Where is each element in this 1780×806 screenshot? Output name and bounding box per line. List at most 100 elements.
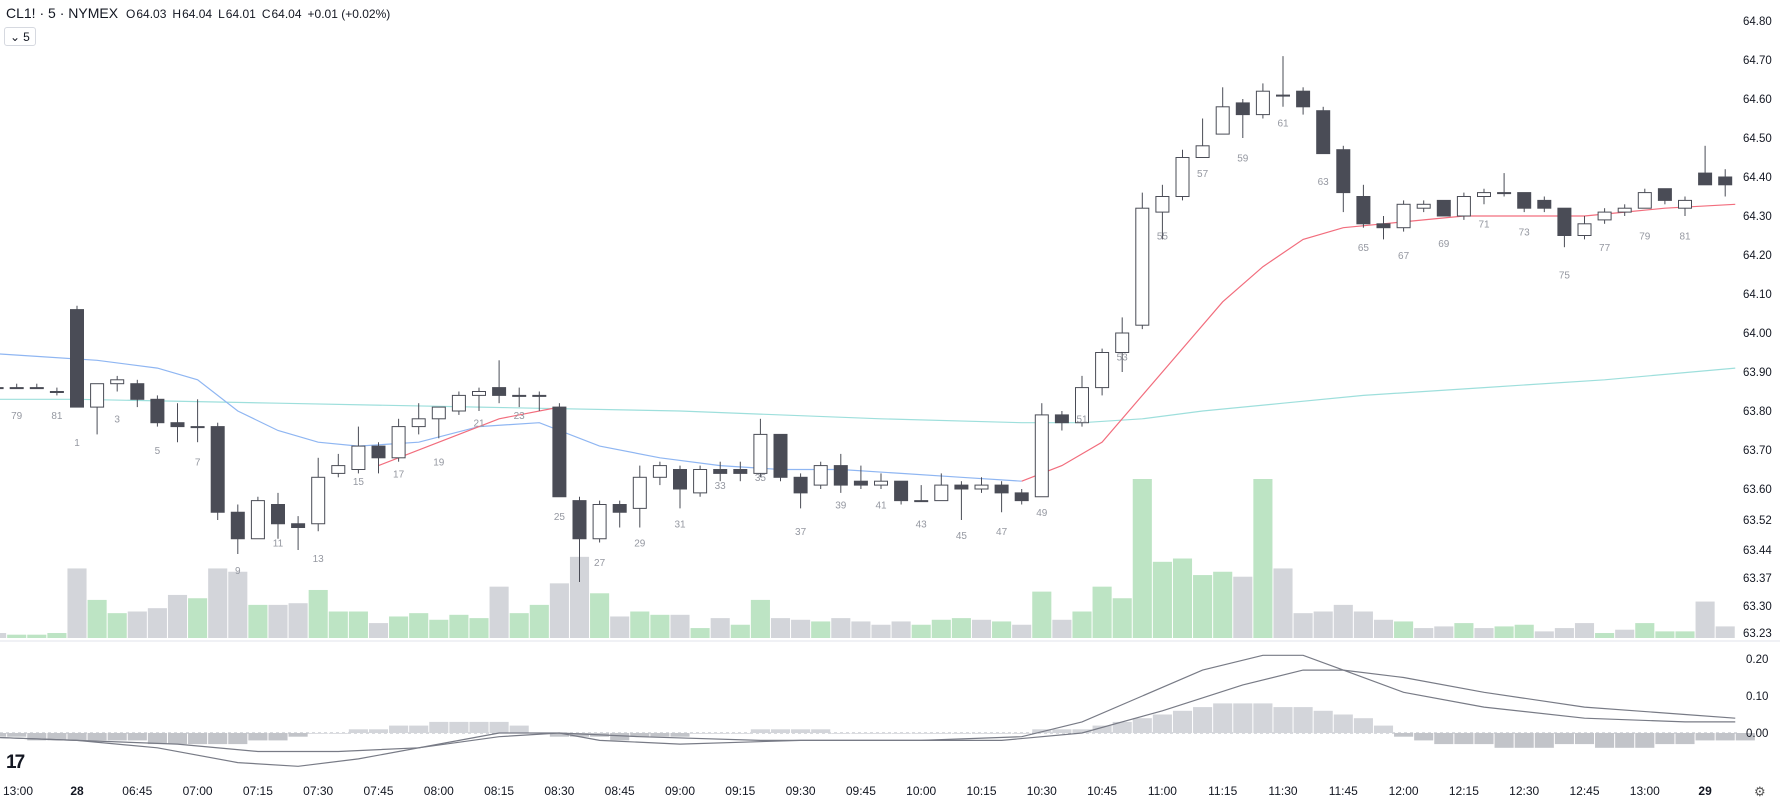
candle-body	[210, 426, 225, 513]
macd-histogram-bar	[389, 725, 409, 733]
macd-histogram-bar	[268, 733, 288, 741]
macd-histogram-bar	[248, 733, 268, 741]
candle-body	[914, 500, 929, 503]
candle-index-label: 59	[1237, 153, 1249, 164]
candle-body	[1235, 102, 1250, 116]
volume-bar	[1172, 558, 1193, 638]
candle-index-label: 25	[554, 512, 566, 523]
macd-histogram-bar	[308, 733, 328, 734]
price-tick-label: 63.80	[1743, 406, 1772, 418]
candle-body	[773, 433, 788, 478]
candle-body	[572, 500, 587, 540]
time-tick-label: 07:30	[303, 784, 333, 798]
macd-histogram-bar	[710, 733, 730, 734]
candle-index-label: 29	[634, 538, 646, 549]
candle-index-label: 79	[1639, 231, 1651, 242]
macd-histogram-bar	[188, 733, 208, 745]
candle-index-label: 7	[195, 458, 201, 469]
candle-body	[894, 480, 909, 502]
price-tick-label: 63.70	[1743, 445, 1772, 457]
macd-histogram-bar	[27, 733, 47, 741]
candle-body	[733, 469, 748, 474]
candle-body	[9, 387, 24, 390]
logo-mark: 17	[6, 752, 25, 773]
macd-histogram-bar	[1534, 733, 1554, 748]
macd-histogram-bar	[670, 733, 690, 737]
macd-histogram-bar	[1233, 703, 1253, 733]
macd-tick-label: 0.20	[1746, 654, 1768, 666]
macd-histogram-bar	[1695, 733, 1715, 741]
volume-bar	[1615, 629, 1635, 638]
macd-tick-label: 0.10	[1746, 691, 1768, 703]
candle-body	[713, 469, 728, 474]
macd-histogram-bar	[1152, 714, 1172, 733]
interval-toggle-button[interactable]: ⌄ 5	[4, 27, 36, 46]
volume-bar	[1554, 628, 1574, 638]
candle-body	[0, 387, 4, 390]
volume-bar	[1193, 575, 1213, 638]
candle-index-label: 9	[235, 566, 241, 577]
volume-bar	[1595, 633, 1615, 638]
volume-bar	[47, 633, 67, 638]
volume-bar	[1494, 626, 1514, 638]
volume-bar	[911, 624, 931, 638]
candle-body	[793, 476, 808, 494]
candle-index-label: 19	[433, 458, 445, 469]
candle-index-label: 1	[74, 438, 80, 449]
candle-body	[1336, 149, 1351, 194]
price-tick-label: 64.30	[1743, 211, 1772, 223]
macd-histogram-bar	[951, 733, 971, 734]
time-tick-label: 10:15	[966, 784, 996, 798]
macd-histogram-bar	[791, 729, 811, 733]
gear-icon[interactable]: ⚙	[1754, 784, 1766, 799]
low-value: 64.01	[225, 7, 256, 21]
candle-index-label: 81	[1679, 231, 1691, 242]
macd-histogram-bar	[509, 725, 529, 733]
candle-body	[1376, 223, 1391, 229]
macd-histogram-bar	[851, 733, 871, 734]
macd-histogram-bar	[1454, 733, 1474, 745]
candle-body	[934, 484, 949, 502]
candle-body	[1577, 223, 1592, 237]
candle-body	[190, 426, 205, 429]
macd-histogram-bar	[1514, 733, 1534, 748]
candle-body	[492, 387, 507, 396]
candle-index-label: 51	[1076, 415, 1088, 426]
volume-bar	[831, 618, 851, 638]
macd-histogram-bar	[1474, 733, 1494, 745]
candle-body	[291, 523, 306, 528]
tradingview-logo[interactable]: 17	[6, 752, 25, 774]
macd-histogram-bar	[1574, 733, 1595, 745]
macd-histogram-bar	[47, 733, 67, 741]
macd-histogram-bar	[1172, 710, 1193, 733]
candle-body	[271, 504, 285, 525]
volume-bar	[549, 583, 569, 638]
macd-histogram-bar	[971, 733, 992, 734]
candle-body	[612, 504, 627, 513]
volume-bar	[1695, 601, 1715, 638]
volume-bar	[1132, 479, 1152, 638]
macd-histogram-bar	[1253, 703, 1273, 733]
candle-body	[90, 383, 105, 408]
volume-bar	[107, 613, 127, 638]
volume-bar	[67, 568, 87, 638]
candle-body	[49, 391, 64, 393]
volume-bar	[690, 628, 710, 638]
symbol-label[interactable]: CL1! · 5 · NYMEX	[6, 5, 119, 21]
candle-index-label: 23	[514, 411, 526, 422]
candle-body	[1657, 188, 1672, 201]
time-tick-label: 10:30	[1027, 784, 1057, 798]
ema-long-line	[0, 367, 1736, 424]
macd-histogram-bar	[831, 733, 851, 734]
candle-index-label: 61	[1277, 118, 1289, 129]
candle-body	[813, 465, 828, 486]
macd-histogram-bar	[811, 729, 831, 733]
time-tick-label: 11:15	[1208, 784, 1237, 798]
volume-bar	[1032, 591, 1052, 638]
volume-bar	[489, 586, 509, 638]
price-tick-label: 63.52	[1743, 515, 1772, 527]
time-tick-label: 08:30	[544, 784, 574, 798]
time-tick-label: 12:00	[1389, 784, 1419, 798]
